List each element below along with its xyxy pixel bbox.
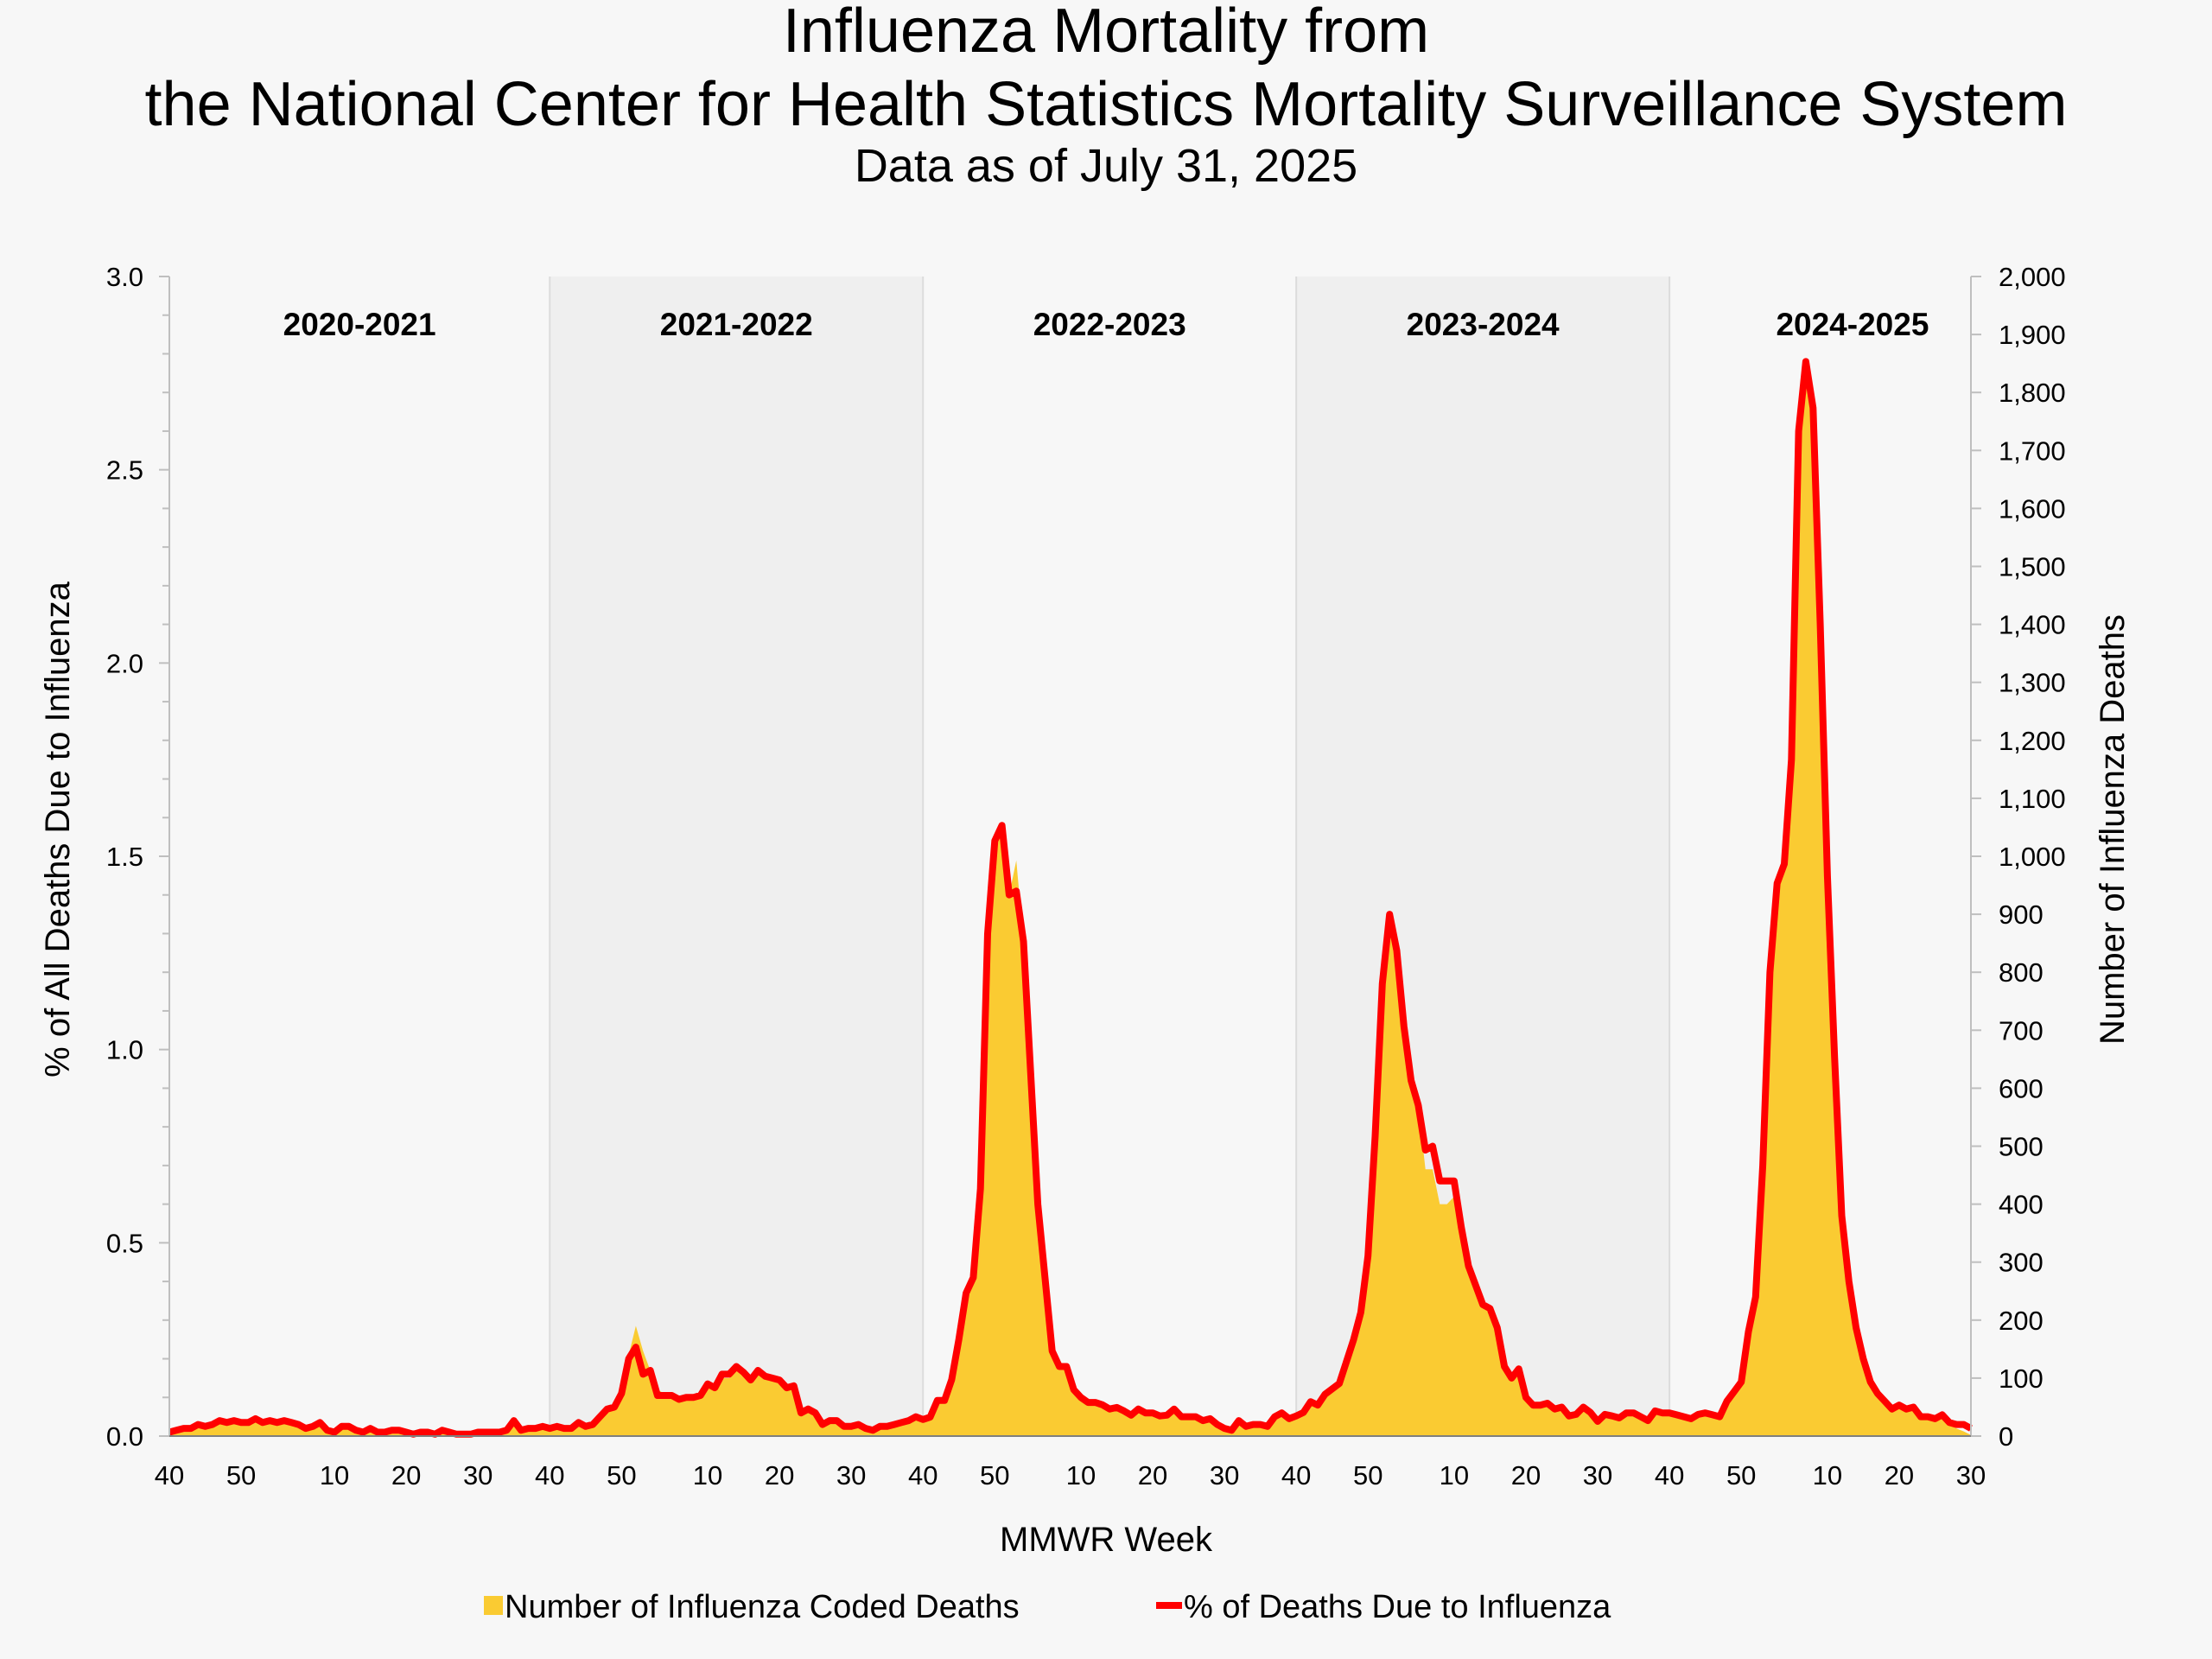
right-tick-label: 800 bbox=[1999, 957, 2044, 988]
right-tick-label: 1,100 bbox=[1999, 784, 2066, 814]
x-tick-label: 30 bbox=[1583, 1460, 1612, 1491]
x-tick-label: 30 bbox=[836, 1460, 866, 1491]
x-tick-label: 10 bbox=[1440, 1460, 1469, 1491]
right-tick-label: 900 bbox=[1999, 899, 2044, 930]
right-tick-label: 100 bbox=[1999, 1363, 2044, 1394]
x-axis-label: MMWR Week bbox=[1000, 1521, 1213, 1559]
right-tick-label: 1,000 bbox=[1999, 842, 2066, 872]
season-label: 2020-2021 bbox=[283, 307, 436, 342]
x-tick-label: 30 bbox=[463, 1460, 493, 1491]
deaths-area bbox=[169, 361, 1971, 1437]
percent-line-layer bbox=[168, 358, 1973, 1438]
left-axis-label: % of All Deaths Due to Influenza bbox=[39, 581, 77, 1077]
right-tick-label: 300 bbox=[1999, 1248, 2044, 1278]
x-tick-label: 40 bbox=[908, 1460, 938, 1491]
x-tick-label: 40 bbox=[155, 1460, 184, 1491]
left-tick-label: 2.0 bbox=[106, 648, 143, 678]
right-tick-label: 1,600 bbox=[1999, 493, 2066, 524]
chart-title-line-2: the National Center for Health Statistic… bbox=[145, 70, 2068, 139]
season-label: 2024-2025 bbox=[1776, 307, 1929, 342]
right-tick-label: 1,700 bbox=[1999, 435, 2066, 466]
season-label: 2023-2024 bbox=[1407, 307, 1560, 342]
x-tick-label: 10 bbox=[320, 1460, 349, 1491]
x-tick-label: 50 bbox=[226, 1460, 256, 1491]
right-tick-label: 1,900 bbox=[1999, 320, 2066, 350]
x-tick-label: 20 bbox=[765, 1460, 794, 1491]
x-tick-label: 50 bbox=[1353, 1460, 1382, 1491]
right-tick-label: 1,200 bbox=[1999, 726, 2066, 756]
right-tick-label: 1,800 bbox=[1999, 378, 2066, 408]
right-tick-label: 1,400 bbox=[1999, 610, 2066, 640]
right-tick-label: 700 bbox=[1999, 1015, 2044, 1046]
right-tick-label: 1,300 bbox=[1999, 668, 2066, 698]
x-tick-label: 10 bbox=[693, 1460, 722, 1491]
x-tick-label: 30 bbox=[1956, 1460, 1986, 1491]
left-tick-label: 0.5 bbox=[106, 1228, 143, 1258]
axes: 40 50 10 20 30 40 50 10 20 30 40 50 10 20 30 40 50 10 20 30… bbox=[106, 262, 2066, 1491]
x-tick-label: 50 bbox=[1726, 1460, 1756, 1491]
legend-area-swatch bbox=[484, 1596, 503, 1615]
season-labels: 2020-2021 2021-2022 2022-2023 2023-2024 2024… bbox=[283, 307, 1929, 342]
right-tick-label: 500 bbox=[1999, 1132, 2044, 1162]
left-tick-label: 1.0 bbox=[106, 1035, 143, 1065]
x-tick-label: 10 bbox=[1813, 1460, 1842, 1491]
percent-line bbox=[168, 358, 1973, 1438]
right-tick-label: 400 bbox=[1999, 1190, 2044, 1220]
season-bands bbox=[549, 276, 1671, 1436]
legend-line-label: % of Deaths Due to Influenza bbox=[1184, 1589, 1611, 1625]
x-tick-label: 40 bbox=[1655, 1460, 1684, 1491]
x-tick-label: 20 bbox=[1511, 1460, 1541, 1491]
right-tick-label: 2,000 bbox=[1999, 262, 2066, 292]
deaths-area-layer bbox=[169, 361, 1971, 1437]
x-tick-label: 20 bbox=[1138, 1460, 1167, 1491]
x-tick-label: 10 bbox=[1066, 1460, 1096, 1491]
right-tick-label: 1,500 bbox=[1999, 552, 2066, 582]
left-tick-label: 1.5 bbox=[106, 842, 143, 872]
season-label: 2022-2023 bbox=[1033, 307, 1186, 342]
right-tick-label: 200 bbox=[1999, 1306, 2044, 1336]
x-tick-label: 30 bbox=[1210, 1460, 1239, 1491]
legend-area-label: Number of Influenza Coded Deaths bbox=[505, 1589, 1020, 1625]
right-axis-label: Number of Influenza Deaths bbox=[2094, 614, 2132, 1045]
chart-subtitle: Data as of July 31, 2025 bbox=[855, 140, 1357, 192]
legend: Number of Influenza Coded Deaths % of De… bbox=[484, 1589, 1611, 1625]
x-tick-label: 50 bbox=[607, 1460, 636, 1491]
x-tick-label: 20 bbox=[391, 1460, 421, 1491]
x-tick-label: 40 bbox=[535, 1460, 564, 1491]
season-band-shaded bbox=[1296, 276, 1670, 1436]
right-tick-label: 600 bbox=[1999, 1073, 2044, 1103]
season-band-shaded bbox=[550, 276, 924, 1436]
left-tick-label: 2.5 bbox=[106, 455, 143, 486]
x-tick-label: 40 bbox=[1281, 1460, 1311, 1491]
chart-title-line-1: Influenza Mortality from bbox=[783, 0, 1429, 66]
x-tick-label: 20 bbox=[1885, 1460, 1914, 1491]
x-tick-label: 50 bbox=[980, 1460, 1009, 1491]
left-tick-label: 0.0 bbox=[106, 1421, 143, 1452]
right-tick-label: 0 bbox=[1999, 1421, 2013, 1452]
left-tick-label: 3.0 bbox=[106, 262, 143, 292]
season-label: 2021-2022 bbox=[660, 307, 813, 342]
